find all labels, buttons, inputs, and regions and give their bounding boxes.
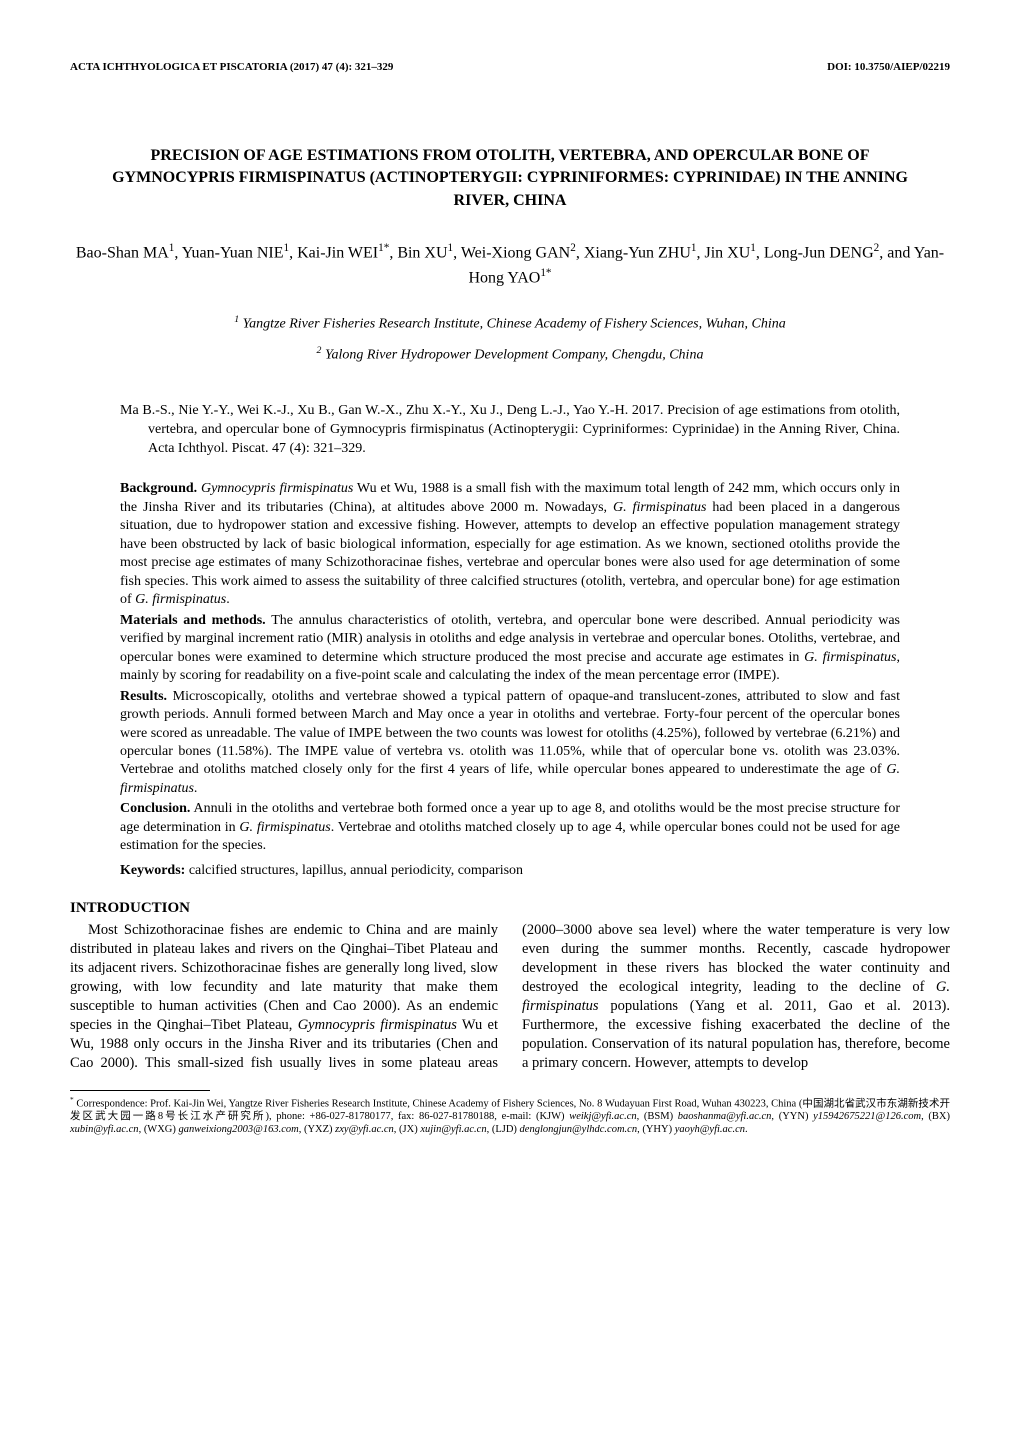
affiliation-1: 1 Yangtze River Fisheries Research Insti… bbox=[70, 313, 950, 335]
abstract-methods: Materials and methods. The annulus chara… bbox=[120, 612, 900, 686]
abs-text: Microscopically, otoliths and vertebrae … bbox=[120, 689, 900, 796]
abs-label: Results. bbox=[120, 689, 167, 704]
author-list: Bao-Shan MA1, Yuan-Yuan NIE1, Kai-Jin WE… bbox=[70, 240, 950, 291]
affiliation-sup: 2 bbox=[317, 345, 322, 356]
abstract: Background. Gymnocypris firmispinatus Wu… bbox=[120, 480, 900, 880]
page-header: ACTA ICHTHYOLOGICA ET PISCATORIA (2017) … bbox=[70, 60, 950, 75]
affiliations: 1 Yangtze River Fisheries Research Insti… bbox=[70, 313, 950, 366]
intro-paragraph: Most Schizothoracinae fishes are endemic… bbox=[70, 921, 950, 1074]
footnote-rule bbox=[70, 1090, 210, 1091]
affiliation-text: Yalong River Hydropower Development Comp… bbox=[325, 348, 704, 363]
keywords-label: Keywords: bbox=[120, 863, 185, 878]
affiliation-text: Yangtze River Fisheries Research Institu… bbox=[243, 316, 786, 331]
abs-label: Background. bbox=[120, 481, 197, 496]
journal-ref: ACTA ICHTHYOLOGICA ET PISCATORIA (2017) … bbox=[70, 60, 393, 75]
abs-label: Conclusion. bbox=[120, 801, 190, 816]
introduction-body: Most Schizothoracinae fishes are endemic… bbox=[70, 921, 950, 1074]
abs-label: Materials and methods. bbox=[120, 613, 266, 628]
citation-block: Ma B.-S., Nie Y.-Y., Wei K.-J., Xu B., G… bbox=[120, 402, 900, 459]
keywords: Keywords: calcified structures, lapillus… bbox=[120, 862, 900, 880]
keywords-text: calcified structures, lapillus, annual p… bbox=[185, 863, 523, 878]
affiliation-2: 2 Yalong River Hydropower Development Co… bbox=[70, 344, 950, 366]
affiliation-sup: 1 bbox=[234, 314, 239, 325]
article-title: PRECISION OF AGE ESTIMATIONS FROM OTOLIT… bbox=[90, 145, 930, 212]
section-heading-introduction: INTRODUCTION bbox=[70, 898, 950, 918]
correspondence-footnote: * Correspondence: Prof. Kai-Jin Wei, Yan… bbox=[70, 1095, 950, 1137]
abstract-results: Results. Microscopically, otoliths and v… bbox=[120, 688, 900, 799]
abstract-conclusion: Conclusion. Annuli in the otoliths and v… bbox=[120, 800, 900, 855]
abs-text: Gymnocypris firmispinatus Wu et Wu, 1988… bbox=[120, 481, 900, 607]
abs-text: Annuli in the otoliths and vertebrae bot… bbox=[120, 801, 900, 853]
doi: DOI: 10.3750/AIEP/02219 bbox=[827, 60, 950, 75]
abstract-background: Background. Gymnocypris firmispinatus Wu… bbox=[120, 480, 900, 609]
